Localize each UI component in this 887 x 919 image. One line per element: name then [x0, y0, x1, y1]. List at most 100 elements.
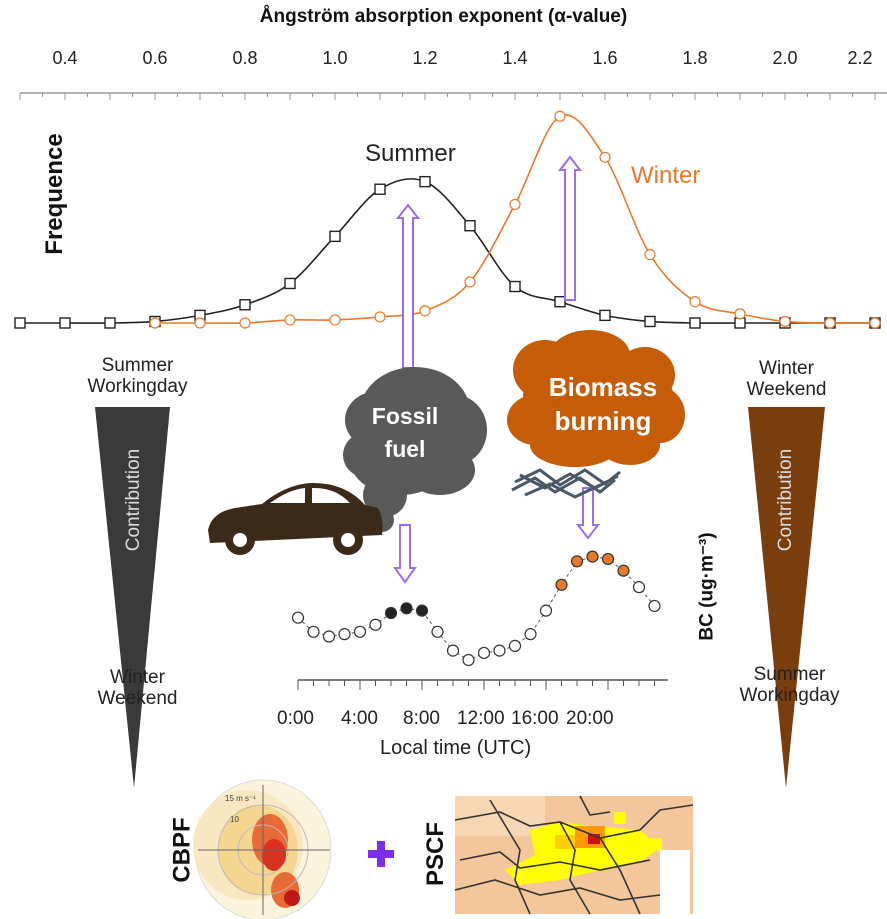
diurnal-point	[648, 599, 661, 613]
cbpf-polar-plot: 15 m s⁻¹ 10	[193, 779, 332, 919]
time-tick-label: 4:00	[341, 708, 378, 729]
bc-axis-label: BC (ug·m⁻³)	[696, 532, 718, 641]
diurnal-point	[617, 564, 630, 577]
diurnal-point	[415, 604, 429, 617]
top-tick-label: 1.6	[592, 48, 618, 68]
top-axis-ticks	[19, 93, 876, 100]
biomass-line1: Biomass	[548, 372, 658, 402]
cbpf-label: CBPF	[168, 817, 196, 883]
top-tick-label: 1.2	[412, 48, 438, 68]
biomass-cloud	[507, 330, 685, 467]
summer-point	[689, 317, 701, 329]
diurnal-point	[601, 552, 615, 566]
diurnal-point	[508, 639, 522, 653]
summer-point	[419, 175, 431, 188]
top-tick-label: 0.6	[142, 48, 168, 68]
diurnal-point	[493, 644, 506, 657]
time-tick-label: 20:00	[566, 708, 614, 729]
top-axis-title: Ångström absorption exponent (α-value)	[259, 6, 628, 27]
diurnal-x-axis-label: Local time (UTC)	[380, 737, 532, 759]
diurnal-x-ticks	[297, 680, 655, 690]
summer-point	[104, 317, 116, 329]
diurnal-point	[384, 606, 398, 620]
pscf-map	[454, 795, 694, 915]
summer-point	[59, 317, 71, 329]
hollow-arrow-icon	[393, 155, 601, 584]
right-top-line2: Weekend	[746, 379, 827, 400]
right-contribution-triangle	[748, 407, 825, 788]
top-tick-label: 1.4	[502, 48, 528, 68]
top-tick-label: 2.2	[847, 48, 873, 68]
winter-point	[599, 151, 611, 163]
winter-point	[194, 317, 206, 329]
left-contribution-triangle	[95, 407, 170, 788]
left-contribution-text: Contribution	[123, 448, 144, 552]
winter-point	[869, 317, 881, 329]
left-top-line1: Summer	[101, 355, 174, 376]
diurnal-point	[539, 604, 553, 617]
diurnal-point	[586, 550, 599, 563]
top-tick-label: 0.8	[232, 48, 258, 68]
diurnal-point	[477, 646, 491, 660]
pscf-label: PSCF	[422, 821, 450, 887]
diurnal-point	[462, 653, 475, 667]
time-tick-label: 8:00	[403, 708, 440, 729]
right-contribution-text: Contribution	[775, 448, 796, 552]
summer-point	[284, 277, 296, 290]
right-bottom-label: Summer Workingday	[722, 664, 857, 706]
left-top-label: Summer Workingday	[75, 355, 200, 397]
diurnal-point	[353, 625, 367, 638]
diurnal-point	[446, 644, 460, 657]
left-bottom-line1: Winter	[110, 667, 165, 688]
winter-point	[644, 249, 656, 261]
polar-scale-tag: 15 m s⁻¹	[225, 794, 256, 803]
time-tick-label: 0:00	[277, 708, 314, 729]
biomass-burning-label: Biomass burning	[528, 370, 678, 438]
fossil-line1: Fossil	[371, 403, 439, 429]
summer-curve	[20, 178, 875, 324]
summer-series-label: Summer	[365, 140, 456, 167]
diurnal-series	[291, 550, 661, 667]
summer-point	[329, 230, 341, 243]
diurnal-point	[632, 581, 646, 594]
winter-point	[329, 314, 341, 326]
frequency-curves	[14, 110, 881, 329]
diurnal-point	[369, 618, 382, 631]
fossil-line2: fuel	[384, 436, 426, 462]
winter-point	[689, 296, 701, 308]
car-icon	[208, 482, 383, 555]
summer-point	[374, 183, 386, 195]
winter-point	[239, 317, 251, 329]
biomass-line2: burning	[554, 406, 652, 436]
winter-point	[779, 315, 791, 328]
top-tick-label: 0.4	[52, 48, 78, 68]
plus-icon	[368, 841, 394, 867]
winter-point	[734, 308, 746, 320]
summer-point	[239, 299, 251, 311]
right-top-label: Winter Weekend	[724, 358, 849, 400]
winter-point	[284, 314, 296, 326]
diurnal-point	[400, 602, 413, 615]
winter-point	[509, 198, 521, 211]
fossil-cloud	[343, 367, 487, 532]
diurnal-point	[555, 578, 568, 591]
diurnal-line	[297, 556, 655, 661]
right-bottom-line1: Summer	[753, 664, 826, 685]
diurnal-point	[338, 628, 351, 641]
diurnal-point	[431, 625, 444, 638]
winter-series-label: Winter	[631, 162, 701, 189]
right-top-line1: Winter	[759, 358, 814, 379]
left-bottom-label: Winter Weekend	[75, 667, 200, 709]
right-bottom-line2: Workingday	[739, 685, 840, 706]
smoke-icon	[511, 468, 621, 499]
summer-point	[14, 317, 26, 329]
summer-point	[734, 317, 746, 329]
top-tick-label: 1.8	[682, 48, 708, 68]
winter-point	[374, 311, 386, 323]
winter-point	[464, 276, 476, 288]
summer-point	[509, 280, 521, 293]
diurnal-point	[307, 625, 320, 638]
diurnal-point	[524, 628, 537, 641]
